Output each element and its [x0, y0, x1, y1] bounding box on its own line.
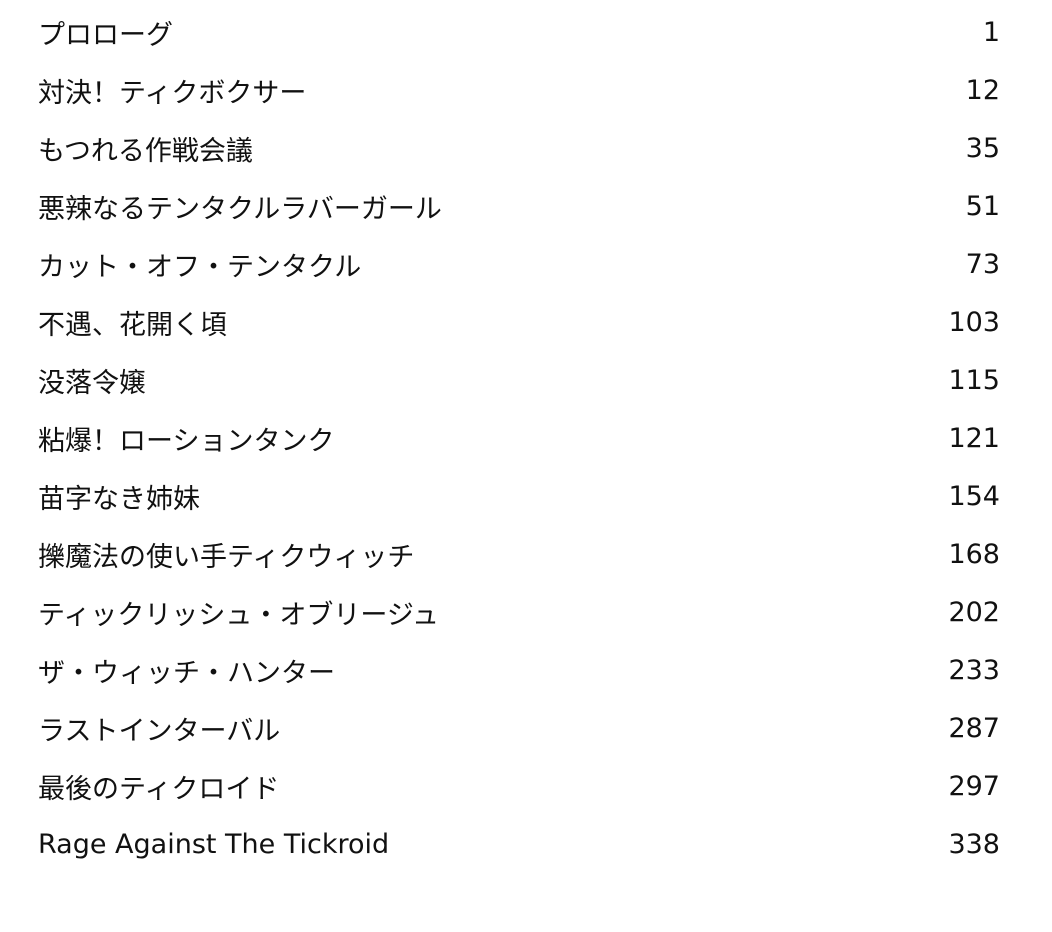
toc-entry-page-number: 103 [948, 306, 1000, 338]
toc-entry-title[interactable]: 擽魔法の使い手ティクウィッチ [38, 541, 415, 573]
toc-entry-title[interactable]: 不遇、花開く頃 [38, 309, 227, 341]
toc-entry-title[interactable]: もつれる作戦会議 [38, 135, 253, 167]
toc-entry-title[interactable]: プロローグ [38, 19, 173, 51]
toc-entry-title[interactable]: 対決！ティクボクサー [38, 77, 307, 109]
toc-entry[interactable]: Rage Against The Tickroid 338 [38, 815, 1000, 873]
toc-entry-page-number: 51 [965, 190, 1000, 222]
toc-entry-page-number: 1 [982, 16, 1000, 48]
toc-entry[interactable]: 没落令嬢 115 [38, 351, 1000, 409]
toc-entry[interactable]: 最後のティクロイド 297 [38, 757, 1000, 815]
toc-entry-title[interactable]: 最後のティクロイド [38, 773, 280, 805]
toc-entry-title[interactable]: カット・オフ・テンタクル [38, 251, 362, 283]
toc-entry-page-number: 233 [948, 654, 1000, 686]
toc-entry[interactable]: ザ・ウィッチ・ハンター 233 [38, 641, 1000, 699]
toc-entry-page-number: 168 [948, 538, 1000, 570]
toc-entry-title[interactable]: 悪辣なるテンタクルラバーガール [38, 193, 442, 225]
toc-entry[interactable]: 不遇、花開く頃 103 [38, 293, 1000, 351]
toc-entry-page-number: 154 [948, 480, 1000, 512]
toc-entry-title[interactable]: Rage Against The Tickroid [38, 828, 390, 860]
toc-entry[interactable]: 擽魔法の使い手ティクウィッチ 168 [38, 525, 1000, 583]
toc-entry-title[interactable]: 苗字なき姉妹 [38, 483, 200, 515]
toc-entry-page-number: 297 [948, 770, 1000, 802]
toc-entry-page-number: 338 [948, 828, 1000, 860]
toc-entry-title[interactable]: 没落令嬢 [38, 367, 146, 399]
toc-entry[interactable]: カット・オフ・テンタクル 73 [38, 235, 1000, 293]
toc-entry[interactable]: 苗字なき姉妹 154 [38, 467, 1000, 525]
toc-entry[interactable]: 対決！ティクボクサー 12 [38, 61, 1000, 119]
toc-entry-title[interactable]: ティックリッシュ・オブリージュ [38, 599, 439, 631]
toc-entry-title[interactable]: 粘爆！ローションタンク [38, 425, 335, 457]
toc-entry[interactable]: ラストインターバル 287 [38, 699, 1000, 757]
toc-entry-page-number: 73 [965, 248, 1000, 280]
toc-entry[interactable]: ティックリッシュ・オブリージュ 202 [38, 583, 1000, 641]
toc-entry[interactable]: 粘爆！ローションタンク 121 [38, 409, 1000, 467]
toc-entry-title[interactable]: ラストインターバル [38, 715, 281, 747]
toc-entry-page-number: 12 [965, 74, 1000, 106]
toc-entry-page-number: 35 [965, 132, 1000, 164]
toc-entry[interactable]: もつれる作戦会議 35 [38, 119, 1000, 177]
toc-entry-title[interactable]: ザ・ウィッチ・ハンター [38, 657, 335, 689]
toc-entry[interactable]: 悪辣なるテンタクルラバーガール 51 [38, 177, 1000, 235]
toc-entry-page-number: 115 [948, 364, 1000, 396]
toc-entry-page-number: 121 [948, 422, 1000, 454]
table-of-contents: プロローグ 1 対決！ティクボクサー 12 もつれる作戦会議 35 悪辣なるテンタクルラバー… [38, 3, 1000, 873]
toc-entry[interactable]: プロローグ 1 [38, 3, 1000, 61]
toc-entry-page-number: 287 [948, 712, 1000, 744]
toc-entry-page-number: 202 [948, 596, 1000, 628]
